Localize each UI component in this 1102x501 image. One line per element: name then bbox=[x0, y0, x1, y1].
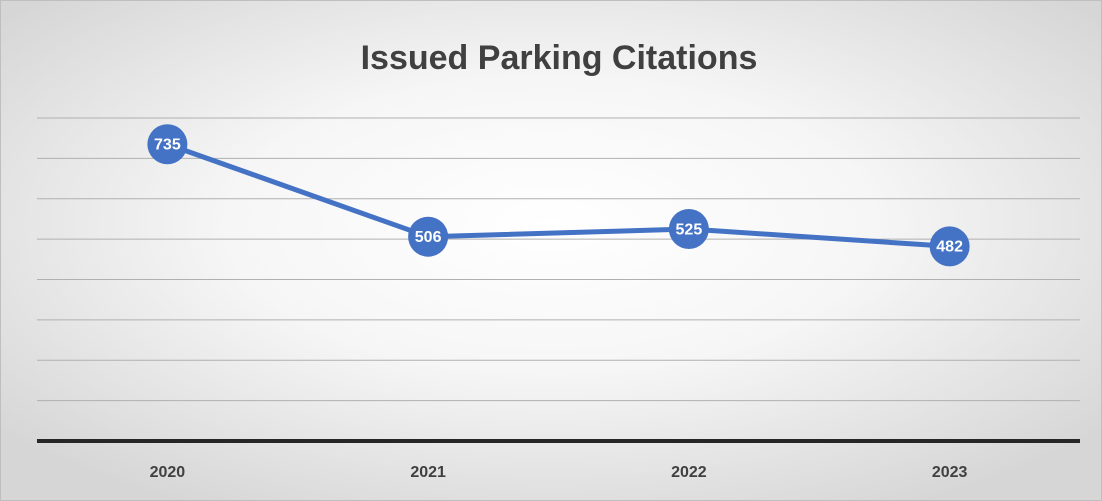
data-point bbox=[668, 209, 709, 250]
chart-title: Issued Parking Citations bbox=[361, 39, 758, 77]
x-tick-label: 2023 bbox=[932, 464, 968, 481]
data-point bbox=[408, 216, 449, 257]
data-point bbox=[929, 226, 970, 267]
data-label: 482 bbox=[936, 239, 963, 256]
x-tick-label: 2021 bbox=[410, 464, 446, 481]
data-line bbox=[166, 141, 950, 249]
data-label: 525 bbox=[676, 221, 703, 238]
x-tick-label: 2022 bbox=[671, 464, 707, 481]
data-label: 506 bbox=[415, 229, 442, 246]
x-tick-label: 2020 bbox=[150, 464, 186, 481]
data-label: 735 bbox=[154, 136, 181, 153]
data-point bbox=[147, 124, 188, 165]
